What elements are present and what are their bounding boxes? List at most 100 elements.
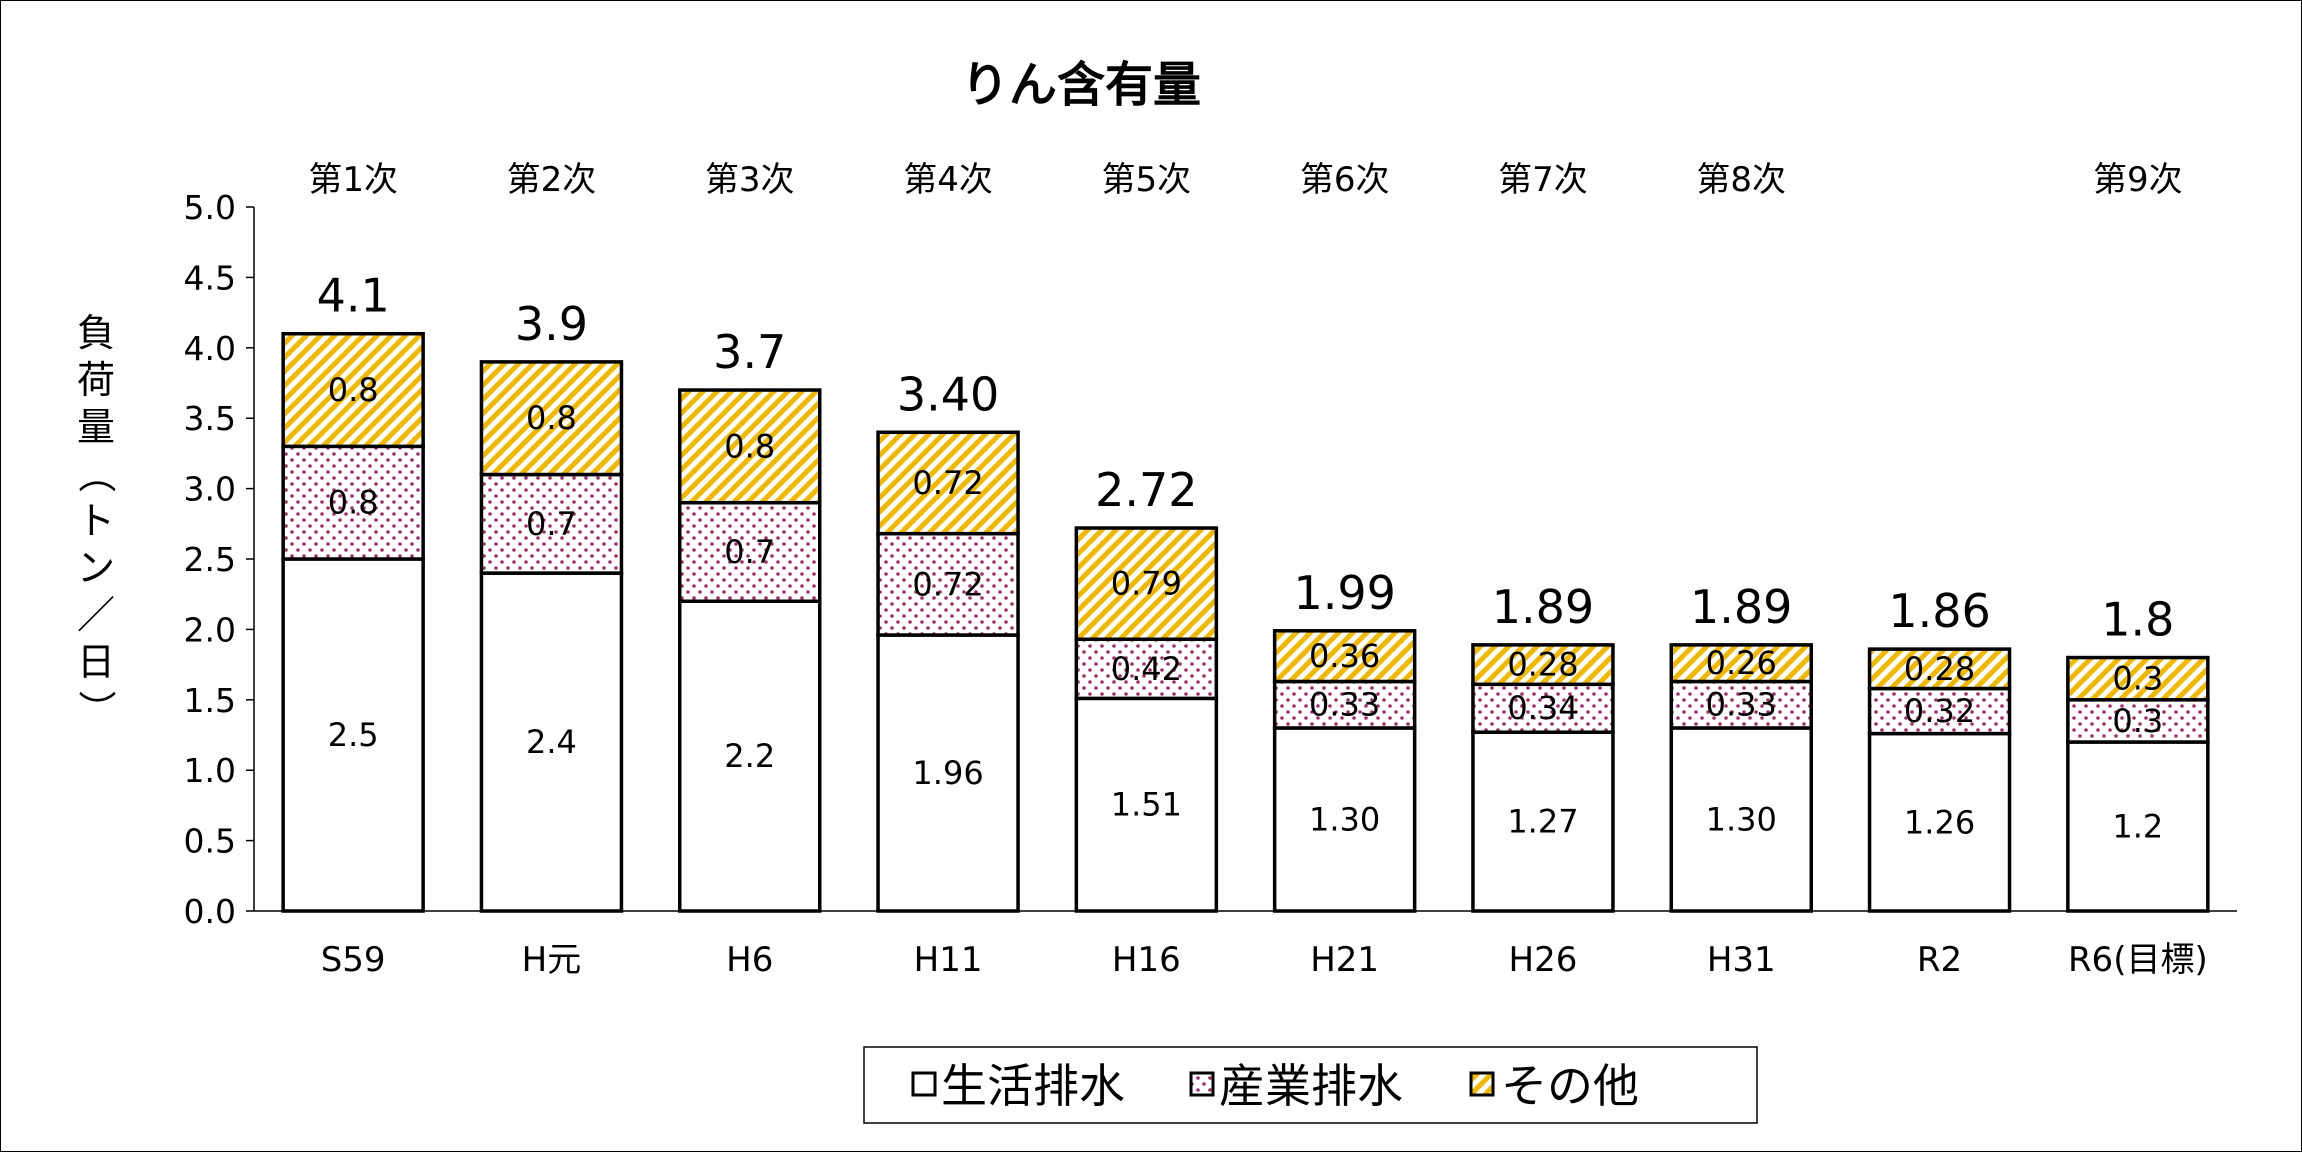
bar-segment-residential <box>1471 730 1615 913</box>
segment-value-label: 0.72 <box>912 464 983 502</box>
y-tick-label: 1.0 <box>184 751 236 790</box>
x-category-label: H31 <box>1707 940 1776 980</box>
bar-total-label: 1.89 <box>1492 580 1594 634</box>
bar-segment-industrial <box>479 472 624 575</box>
bar-segment-other <box>1272 629 1417 684</box>
bar-total-label: 1.89 <box>1690 580 1792 634</box>
segment-value-label: 0.8 <box>724 427 775 465</box>
bar-segment-industrial <box>678 500 822 603</box>
y-tick-label: 0.0 <box>184 892 236 931</box>
phase-label: 第7次 <box>1498 160 1588 200</box>
y-tick-label: 2.5 <box>184 540 236 579</box>
x-category-label: R2 <box>1917 940 1962 980</box>
bar-segment-other <box>1867 647 2012 691</box>
legend-label-industrial: 産業排水 <box>1219 1059 1403 1113</box>
bar-segment-industrial <box>2066 698 2210 744</box>
x-category-label: H26 <box>1509 940 1578 980</box>
bar-segment-other <box>2066 655 2210 702</box>
y-axis-label-char: ／ <box>77 593 115 637</box>
y-axis-label-char: （ <box>74 455 118 493</box>
legend-label-other: その他 <box>1501 1059 1639 1113</box>
x-category-label: H21 <box>1310 940 1379 980</box>
segment-value-label: 0.42 <box>1111 650 1182 688</box>
segment-value-label: 2.2 <box>724 737 775 775</box>
segment-value-label: 2.5 <box>328 716 379 754</box>
x-category-label: H16 <box>1112 940 1181 980</box>
bar-total-label: 1.8 <box>2101 593 2174 647</box>
segment-value-label: 0.36 <box>1309 637 1380 675</box>
y-axis-label-char: 量 <box>77 405 115 449</box>
x-category-label: R6(目標) <box>2068 940 2208 980</box>
segment-value-label: 1.30 <box>1309 800 1380 838</box>
bar-segment-other <box>678 388 822 505</box>
bar-segment-industrial <box>281 444 425 561</box>
y-tick-label: 3.0 <box>184 470 236 509</box>
segment-value-label: 0.34 <box>1507 689 1578 727</box>
segment-value-label: 0.33 <box>1706 686 1777 724</box>
x-category-label: S59 <box>321 940 386 980</box>
bar-total-label: 1.99 <box>1293 566 1395 620</box>
legend-swatch-industrial <box>1189 1071 1215 1097</box>
bar-segment-residential <box>281 557 425 913</box>
bar-segment-residential <box>479 571 624 913</box>
chart-title: りん含有量 <box>961 57 1201 113</box>
y-tick-label: 0.5 <box>184 822 236 861</box>
y-axis-label-char: ン <box>77 546 115 590</box>
segment-value-label: 0.8 <box>328 371 379 409</box>
segment-value-label: 0.8 <box>328 484 379 522</box>
legend-label-residential: 生活排水 <box>941 1059 1125 1113</box>
bar-total-label: 3.7 <box>713 325 786 379</box>
phase-label: 第8次 <box>1696 160 1786 200</box>
bar-segment-industrial <box>876 531 1020 637</box>
legend-swatch-residential <box>911 1071 937 1097</box>
bar-segment-other <box>479 360 624 477</box>
segment-value-label: 0.7 <box>526 505 577 543</box>
bar-segment-industrial <box>1471 682 1615 734</box>
segment-value-label: 0.32 <box>1904 692 1975 730</box>
y-axis-label: 負荷量 （ トン／日 ） <box>74 311 118 728</box>
y-axis-label-char: ） <box>74 690 118 728</box>
phase-label: 第3次 <box>705 160 795 200</box>
segment-value-label: 0.72 <box>912 565 983 603</box>
segment-value-label: 2.4 <box>526 723 577 761</box>
phase-label: 第6次 <box>1300 160 1390 200</box>
legend-box <box>863 1046 1758 1124</box>
phase-label: 第2次 <box>507 160 597 200</box>
bar-total-label: 2.72 <box>1095 463 1197 517</box>
y-axis-label-char: 負 <box>77 311 115 355</box>
phase-label: 第5次 <box>1102 160 1192 200</box>
bar-segment-industrial <box>1074 637 1219 701</box>
bars <box>281 331 2210 913</box>
y-axis-label-char: ト <box>77 499 115 543</box>
y-axis: 0.0 0.5 1.0 1.5 2.0 2.5 3.0 3.5 4.0 4.5 5.0 <box>184 188 2237 931</box>
phase-label: 第4次 <box>903 160 993 200</box>
y-tick-label: 2.0 <box>184 610 236 649</box>
segment-value-label: 0.8 <box>526 399 577 437</box>
y-axis-label-char: 日 <box>77 640 115 684</box>
segment-value-label: 0.33 <box>1309 686 1380 724</box>
bar-total-label: 3.40 <box>897 367 999 421</box>
bar-segment-other <box>281 331 425 449</box>
segment-value-label: 1.2 <box>2112 808 2163 846</box>
y-tick-label: 4.0 <box>184 329 236 368</box>
bar-segment-residential <box>1074 696 1219 913</box>
legend-swatch-other <box>1469 1071 1495 1097</box>
bar-segment-other <box>1471 643 1615 687</box>
data-labels: 2.5 0.8 0.8 4.1 第1次 S59 2.4 0.7 0.8 3.9 第2次 H元 2.2 0.… <box>308 160 2207 980</box>
segment-value-label: 1.27 <box>1507 803 1578 841</box>
y-axis-label-char: 荷 <box>77 358 115 402</box>
bar-segment-residential <box>678 599 822 913</box>
bar-total-label: 4.1 <box>317 269 390 323</box>
segment-value-label: 0.28 <box>1904 650 1975 688</box>
segment-value-label: 0.3 <box>2112 660 2163 698</box>
x-category-label: H11 <box>914 940 983 980</box>
bar-total-label: 3.9 <box>515 297 588 351</box>
bar-segment-other <box>1074 526 1219 642</box>
y-tick-label: 5.0 <box>184 188 236 227</box>
segment-value-label: 1.26 <box>1904 803 1975 841</box>
y-tick-label: 4.5 <box>184 258 236 297</box>
y-tick-label: 3.5 <box>184 399 236 438</box>
segment-value-label: 0.79 <box>1111 565 1182 603</box>
phase-label: 第9次 <box>2093 160 2183 200</box>
